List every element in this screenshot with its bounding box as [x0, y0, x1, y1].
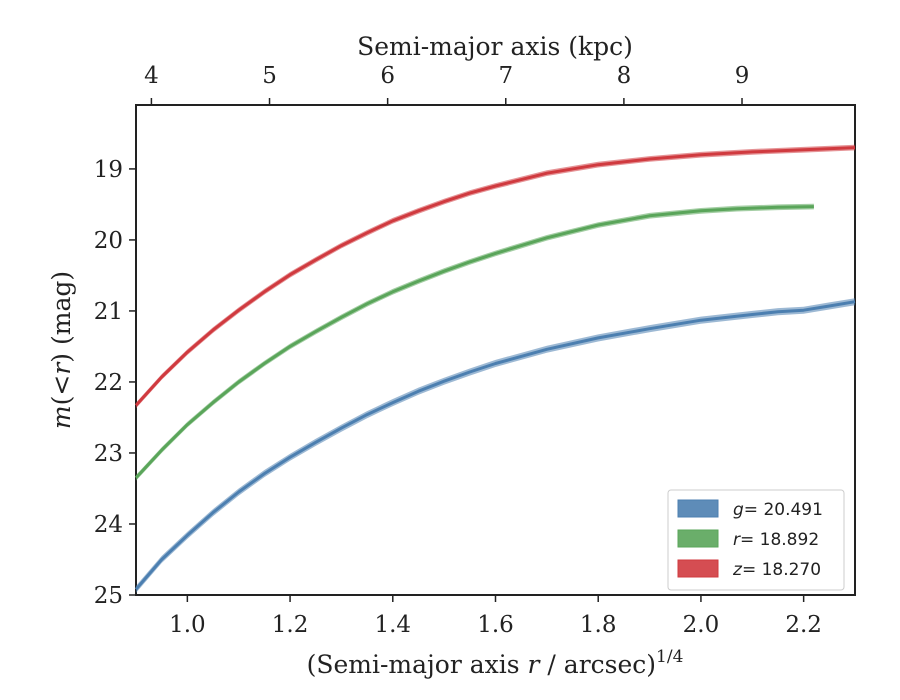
- x-axis-title-part: (Semi-major axis: [307, 650, 528, 679]
- y-axis-title-var: r: [47, 361, 76, 375]
- legend-swatch-g: [677, 499, 719, 518]
- legend-label-g: g= 20.491: [733, 500, 823, 520]
- series-line-r: [134, 205, 814, 479]
- legend-label-var: z: [732, 560, 743, 580]
- top-x-tick-label: 6: [380, 63, 395, 89]
- y-tick-label: 23: [94, 441, 123, 467]
- y-tick-label: 21: [94, 299, 123, 325]
- x-axis-title: (Semi-major axis r / arcsec)1/4: [307, 647, 684, 679]
- bottom-x-axis: 1.0 1.2 1.4 1.6 1.8 2.0 2.2: [169, 595, 822, 638]
- x-tick-label: 1.8: [580, 612, 617, 638]
- y-tick-label: 22: [94, 370, 123, 396]
- y-axis-title-part: (: [47, 396, 76, 406]
- top-x-tick-label: 9: [735, 63, 750, 89]
- legend-swatch-r: [677, 529, 719, 548]
- y-axis-title-part: (mag): [47, 271, 76, 353]
- x-axis-title-part: / arcsec): [539, 650, 656, 679]
- legend-label-r: r= 18.892: [733, 530, 819, 550]
- series-line-g: [134, 300, 856, 591]
- y-tick-label: 19: [94, 157, 123, 183]
- y-axis-title-part: <: [47, 375, 76, 396]
- x-tick-label: 1.0: [169, 612, 206, 638]
- x-tick-label: 2.0: [683, 612, 720, 638]
- top-x-axis: 4 5 6 7 8 9: [144, 63, 749, 105]
- series-band-r: [136, 203, 814, 481]
- x-tick-label: 1.2: [272, 612, 309, 638]
- y-axis: 19 20 21 22 23 24 25: [94, 157, 136, 609]
- legend-label-var: r: [733, 530, 741, 550]
- top-x-tick-label: 8: [617, 63, 632, 89]
- legend-swatch-z: [677, 559, 719, 578]
- series-layer: [134, 144, 856, 593]
- top-x-tick-label: 4: [144, 63, 159, 89]
- x-tick-label: 2.2: [785, 612, 822, 638]
- x-tick-label: 1.6: [477, 612, 514, 638]
- y-axis-title: m(<r) (mag): [47, 271, 76, 429]
- y-axis-title-var: m: [47, 405, 76, 429]
- legend-label-z: z= 18.270: [732, 560, 821, 580]
- y-tick-label: 20: [94, 228, 123, 254]
- legend-label-value: = 18.270: [742, 560, 821, 580]
- y-tick-label: 25: [94, 583, 123, 609]
- x-axis-title-var: r: [528, 650, 542, 679]
- top-x-tick-label: 5: [262, 63, 277, 89]
- series-line-z: [134, 146, 856, 407]
- legend-label-value: = 18.892: [740, 530, 819, 550]
- top-x-tick-label: 7: [498, 63, 513, 89]
- top-x-axis-title: Semi-major axis (kpc): [357, 32, 633, 61]
- y-axis-title-part: ): [47, 353, 76, 363]
- x-tick-label: 1.4: [374, 612, 411, 638]
- x-axis-title-exponent: 1/4: [656, 647, 683, 667]
- series-band-z: [136, 144, 855, 409]
- legend-label-value: = 20.491: [744, 500, 823, 520]
- y-tick-label: 24: [94, 512, 123, 538]
- legend-label-var: g: [733, 500, 744, 520]
